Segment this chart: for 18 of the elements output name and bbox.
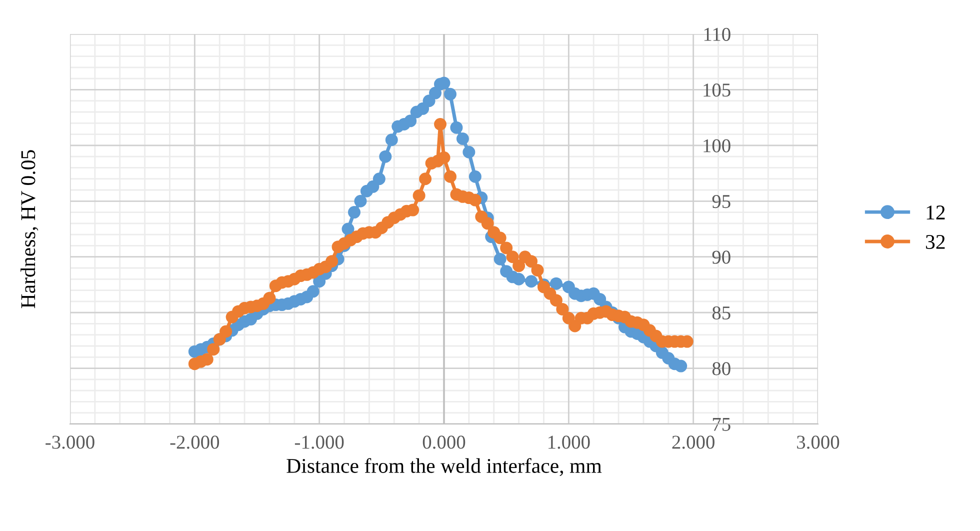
y-tick-label: 100 [704, 139, 730, 152]
x-tick-label: 0.000 [422, 436, 466, 449]
y-tick-label: 110 [704, 28, 730, 41]
x-axis-title: Distance from the weld interface, mm [286, 458, 602, 476]
y-tick-label: 105 [704, 84, 730, 97]
x-tick-label: 1.000 [548, 436, 590, 449]
legend-label: 32 [926, 234, 945, 249]
x-tick-label: -3.000 [46, 436, 94, 449]
y-tick-label: 95 [712, 195, 730, 208]
y-axis-title: Hardness, HV 0.05 [20, 150, 38, 308]
y-tick-label: 80 [712, 362, 730, 376]
x-tick-label: -1.000 [294, 436, 344, 449]
x-tick-label: 3.000 [797, 436, 840, 449]
x-tick-label: -2.000 [170, 436, 220, 449]
x-tick-label: 2.000 [672, 436, 714, 449]
y-tick-label: 90 [712, 250, 730, 264]
y-tick-label: 85 [712, 306, 730, 320]
legend-label: 12 [926, 206, 945, 220]
